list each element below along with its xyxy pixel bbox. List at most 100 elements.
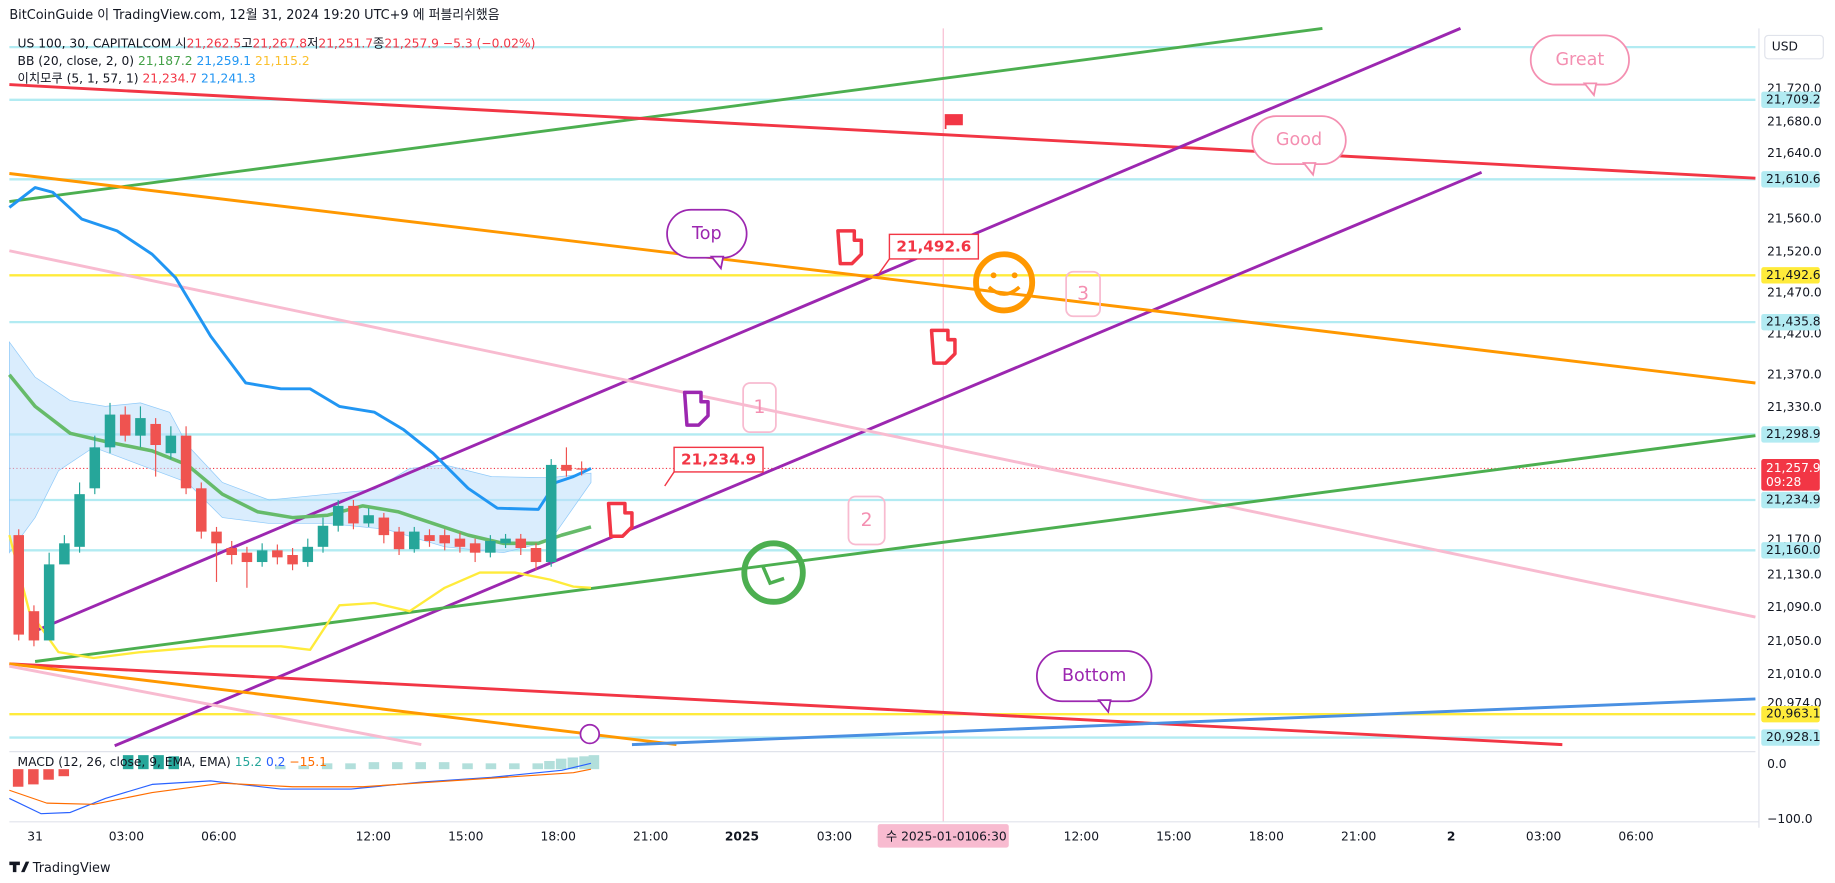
price-tick-label: 21,330.0 xyxy=(1767,400,1822,414)
macd-bar xyxy=(462,763,473,770)
time-tick-label: 15:00 xyxy=(448,830,483,844)
last-price-badge xyxy=(1761,459,1820,491)
candle-body xyxy=(545,464,557,563)
candle-body xyxy=(43,564,55,641)
price-badge xyxy=(1761,426,1820,443)
price-badge xyxy=(1761,171,1820,188)
time-tick-label: 2025 xyxy=(725,830,759,844)
macd-bar xyxy=(588,755,600,770)
time-tick-label: 21:00 xyxy=(1341,830,1376,844)
price-badge xyxy=(1761,267,1820,284)
time-tick-label: 12:00 xyxy=(1064,830,1099,844)
legend-value: 21,267.8 xyxy=(252,36,307,50)
candle-body xyxy=(348,505,359,524)
candle-body xyxy=(119,414,131,436)
candle-body xyxy=(272,550,283,558)
price-badge-label: 21,610.6 xyxy=(1766,172,1821,186)
price-note-text: 21,234.9 xyxy=(681,451,756,469)
candle-body xyxy=(515,538,527,548)
candle-body xyxy=(196,488,207,532)
candle-body xyxy=(317,525,329,547)
number-note xyxy=(742,382,777,434)
candle-body xyxy=(28,611,40,641)
tv-logo xyxy=(9,861,30,873)
price-badge xyxy=(1761,91,1820,108)
candle-body xyxy=(469,543,481,553)
legend-value: 종 xyxy=(373,36,384,50)
price-tick-label: 21,560.0 xyxy=(1767,212,1822,226)
time-tick-label: 03:00 xyxy=(109,830,144,844)
callout-text: Top xyxy=(691,224,722,244)
candle-body xyxy=(135,418,146,436)
price-tick-label: 21,090.0 xyxy=(1767,600,1822,614)
callout xyxy=(1251,115,1347,166)
candle-body xyxy=(561,464,572,471)
symbol-legend: US 100, 30, CAPITALCOM 시21,262.5고21,267.… xyxy=(18,36,536,50)
macd-bar xyxy=(368,762,380,770)
price-badge xyxy=(1761,705,1820,723)
callout-text: Bottom xyxy=(1062,666,1126,686)
smiley-eye xyxy=(1011,272,1018,279)
labels: BitCoinGuide 이 TradingView.com, 12월 31, … xyxy=(9,7,1824,876)
candle-body xyxy=(439,535,450,544)
legend-value: 21,187.2 xyxy=(138,54,193,68)
number-note-text: 2 xyxy=(861,510,873,531)
trend-line xyxy=(114,170,1483,748)
candle-body xyxy=(74,494,85,547)
price-badge xyxy=(1761,542,1820,559)
price-tick-label: 21,010.0 xyxy=(1767,667,1822,681)
candle-body xyxy=(530,547,542,563)
candle-body xyxy=(363,515,374,524)
trend-line xyxy=(34,27,1462,633)
crosshair-time: 06:30 xyxy=(971,830,1006,844)
time-tick-label: 21:00 xyxy=(633,830,668,844)
macd-bar xyxy=(122,755,134,770)
callout xyxy=(666,208,748,259)
macd-bar xyxy=(485,763,497,770)
footer-brand: TradingView xyxy=(32,861,111,876)
price-badge-label: 20,963.1 xyxy=(1766,707,1821,721)
time-tick-label: 31 xyxy=(27,830,43,844)
legend-value: 저 xyxy=(307,36,318,50)
candle-body xyxy=(500,538,511,544)
legend-value: 시 xyxy=(175,36,186,50)
price-badge-label: 21,492.6 xyxy=(1766,268,1821,282)
price-tick-label: 21,370.0 xyxy=(1767,367,1822,381)
legend-value: MACD (12, 26, close, 9, EMA, EMA) xyxy=(18,755,231,769)
candle-body xyxy=(332,505,344,526)
candle-body xyxy=(180,435,192,489)
trend-line xyxy=(9,664,422,747)
price-badge-label: 21,709.2 xyxy=(1766,92,1821,106)
candle-body xyxy=(393,531,405,550)
legend-value: 21,251.7 xyxy=(318,36,373,50)
currency-button xyxy=(1764,34,1824,60)
price-tick-label: 21,470.0 xyxy=(1767,285,1822,299)
macd-bar xyxy=(275,765,286,770)
ichimoku-cloud xyxy=(9,340,592,554)
price-tick-label: 21,640.0 xyxy=(1767,146,1822,160)
macd-bar xyxy=(168,756,180,770)
macd-legend: MACD (12, 26, close, 9, EMA, EMA) 15.2 0… xyxy=(18,755,327,769)
price-note-text: 21,492.6 xyxy=(896,238,971,256)
price-badge xyxy=(1761,729,1820,746)
legend-value: 21,257.9 xyxy=(384,36,439,50)
callout xyxy=(1529,34,1630,86)
time-tick-label: 06:00 xyxy=(1618,830,1653,844)
callout-tail xyxy=(1582,82,1598,98)
macd-bar xyxy=(138,755,149,770)
legend-value: 21,234.7 xyxy=(142,71,197,85)
price-tick-label: 21,130.0 xyxy=(1767,567,1822,581)
candle-body xyxy=(378,517,390,536)
candle-body xyxy=(89,447,101,489)
price-note xyxy=(888,233,980,260)
trend-line xyxy=(34,434,1756,663)
macd-bar xyxy=(58,769,70,777)
callout xyxy=(1035,650,1153,703)
callout-tail xyxy=(709,255,725,271)
trend-line xyxy=(9,249,1756,619)
trend-line xyxy=(9,662,677,747)
candle-body xyxy=(165,435,177,454)
time-tick-label: 18:00 xyxy=(1249,830,1284,844)
macd-bar xyxy=(579,756,590,770)
candle-body xyxy=(256,550,268,563)
